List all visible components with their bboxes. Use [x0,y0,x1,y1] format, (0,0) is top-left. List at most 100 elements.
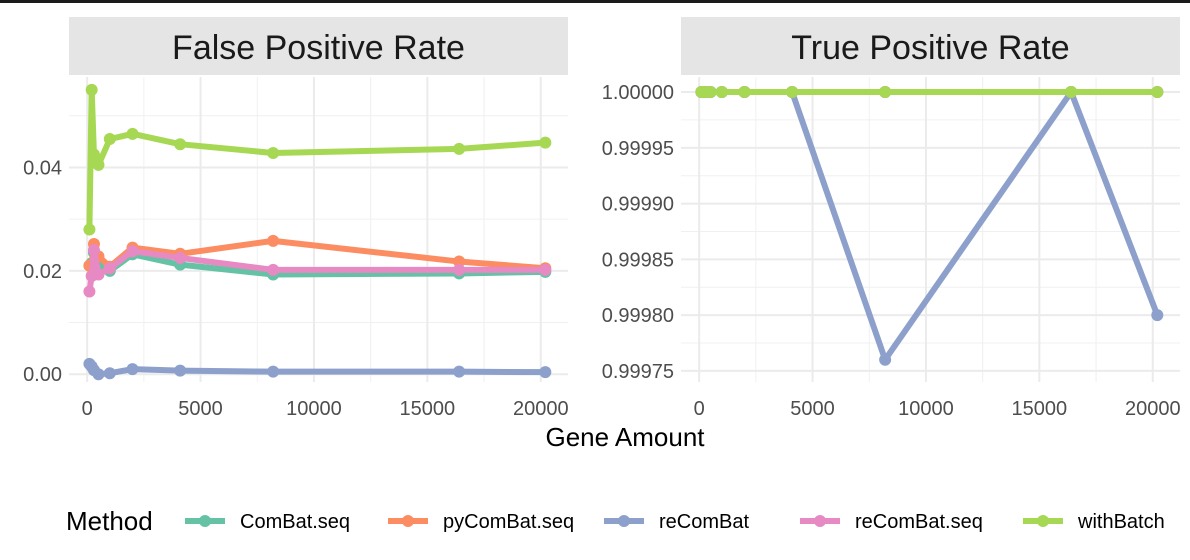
gridlines-tpr [681,77,1180,382]
data-point-recombat [174,364,187,377]
y-tick-labels-tpr: 0.99975 0.99980 0.99985 0.99990 0.99995 1.000… [602,82,674,383]
legend-key-point [814,515,826,527]
data-point-withbatch [453,142,466,155]
legend-label: reComBat [659,511,749,533]
data-point-recombat [879,353,892,366]
x-tick-label: 10000 [898,398,954,420]
data-point-pycombat-seq [453,255,466,268]
data-point-withbatch [786,86,799,99]
panel-title-fpr: False Positive Rate [172,29,465,67]
data-point-recombat [267,365,280,378]
data-point-recombat [103,367,116,380]
data-point-recombat-seq [126,245,139,258]
gridlines-fpr [69,77,568,382]
series-recombat [695,86,1164,366]
data-point-withbatch [83,223,96,236]
legend-key-point [1037,515,1049,527]
data-point-recombat [126,363,139,376]
data-point-recombat [1151,309,1164,322]
x-tick-label: 15000 [400,398,456,420]
top-border [0,0,1190,3]
x-tick-label: 10000 [286,398,342,420]
x-tick-label: 0 [694,398,705,420]
series-fpr [83,83,552,381]
legend-label: withBatch [1077,511,1165,533]
y-tick-label: 0.99990 [602,194,674,216]
legend-items: ComBat.seq pyComBat.seq reComBat reComBat.s… [185,511,1165,533]
x-tick-label: 5000 [790,398,835,420]
data-point-recombat-seq [92,268,105,281]
y-tick-labels-fpr: 0.00 0.02 0.04 [23,157,62,386]
data-point-withbatch [539,136,552,149]
series-line-recombat [86,360,549,378]
legend-key-point [402,515,414,527]
legend-title: Method [66,506,153,536]
data-point-withbatch [85,83,98,96]
legend-label: ComBat.seq [240,511,350,533]
panel-false-positive-rate: False Positive Rate 0.00 0.02 0.04 0 5000 10… [23,17,569,420]
data-point-withbatch [704,86,717,99]
data-point-pycombat-seq [267,234,280,247]
data-point-recombat [539,366,552,379]
data-point-withbatch [738,86,751,99]
data-point-recombat [453,365,466,378]
series-withbatch [695,86,1164,99]
legend-label: pyComBat.seq [443,511,574,533]
x-tick-label: 20000 [1125,398,1181,420]
x-tick-label: 20000 [513,398,569,420]
data-point-recombat-seq [87,244,100,257]
data-point-withbatch [126,127,139,140]
series-line-withbatch [86,86,549,233]
series-recombat [83,357,552,381]
legend-item-combat-seq: ComBat.seq [185,511,350,533]
legend-label: reComBat.seq [855,511,983,533]
series-line-recombat [698,89,1161,363]
panel-true-positive-rate: True Positive Rate 0.99975 0.99980 0.99985… [602,17,1181,420]
y-tick-label: 0.99975 [602,361,674,383]
series-withbatch [83,83,552,236]
data-point-withbatch [87,148,100,161]
data-point-recombat-seq [174,251,187,264]
strip-background-fpr [69,17,568,75]
data-point-recombat-seq [453,263,466,276]
y-tick-label: 0.99980 [602,305,674,327]
data-point-recombat-seq [103,262,116,275]
series-tpr [695,86,1164,366]
x-tick-labels-fpr: 0 5000 10000 15000 20000 [82,398,569,420]
strip-background-tpr [681,17,1180,75]
series-recombat-seq [83,244,552,298]
data-point-withbatch [103,133,116,146]
legend-item-recombat-seq: reComBat.seq [800,511,983,533]
data-point-withbatch [174,138,187,151]
data-point-withbatch [879,86,892,99]
y-tick-label: 0.02 [23,261,62,283]
data-point-recombat [92,368,105,381]
data-point-withbatch [92,158,105,171]
legend-item-recombat: reComBat [604,511,749,533]
legend-key-point [199,515,211,527]
x-tick-label: 15000 [1012,398,1068,420]
y-tick-label: 0.99995 [602,138,674,160]
y-tick-label: 1.00000 [602,82,674,104]
data-point-recombat-seq [83,285,96,298]
x-tick-labels-tpr: 0 5000 10000 15000 20000 [694,398,1181,420]
legend-item-withbatch: withBatch [1023,511,1165,533]
y-tick-label: 0.00 [23,364,62,386]
y-tick-label: 0.04 [23,157,62,179]
data-point-recombat-seq [267,263,280,276]
data-point-recombat-seq [539,263,552,276]
data-point-withbatch [1151,86,1164,99]
legend: Method ComBat.seq pyComBat.seq reComBat reC… [66,506,1165,536]
legend-item-pycombat-seq: pyComBat.seq [388,511,574,533]
data-point-withbatch [267,146,280,159]
x-axis-title: Gene Amount [546,422,706,452]
y-tick-label: 0.99985 [602,249,674,271]
panel-title-tpr: True Positive Rate [791,29,1069,67]
data-point-withbatch [1065,86,1078,99]
legend-key-point [618,515,630,527]
data-point-withbatch [715,86,728,99]
x-tick-label: 0 [82,398,93,420]
series-line-recombat-seq [86,247,549,295]
x-tick-label: 5000 [178,398,223,420]
